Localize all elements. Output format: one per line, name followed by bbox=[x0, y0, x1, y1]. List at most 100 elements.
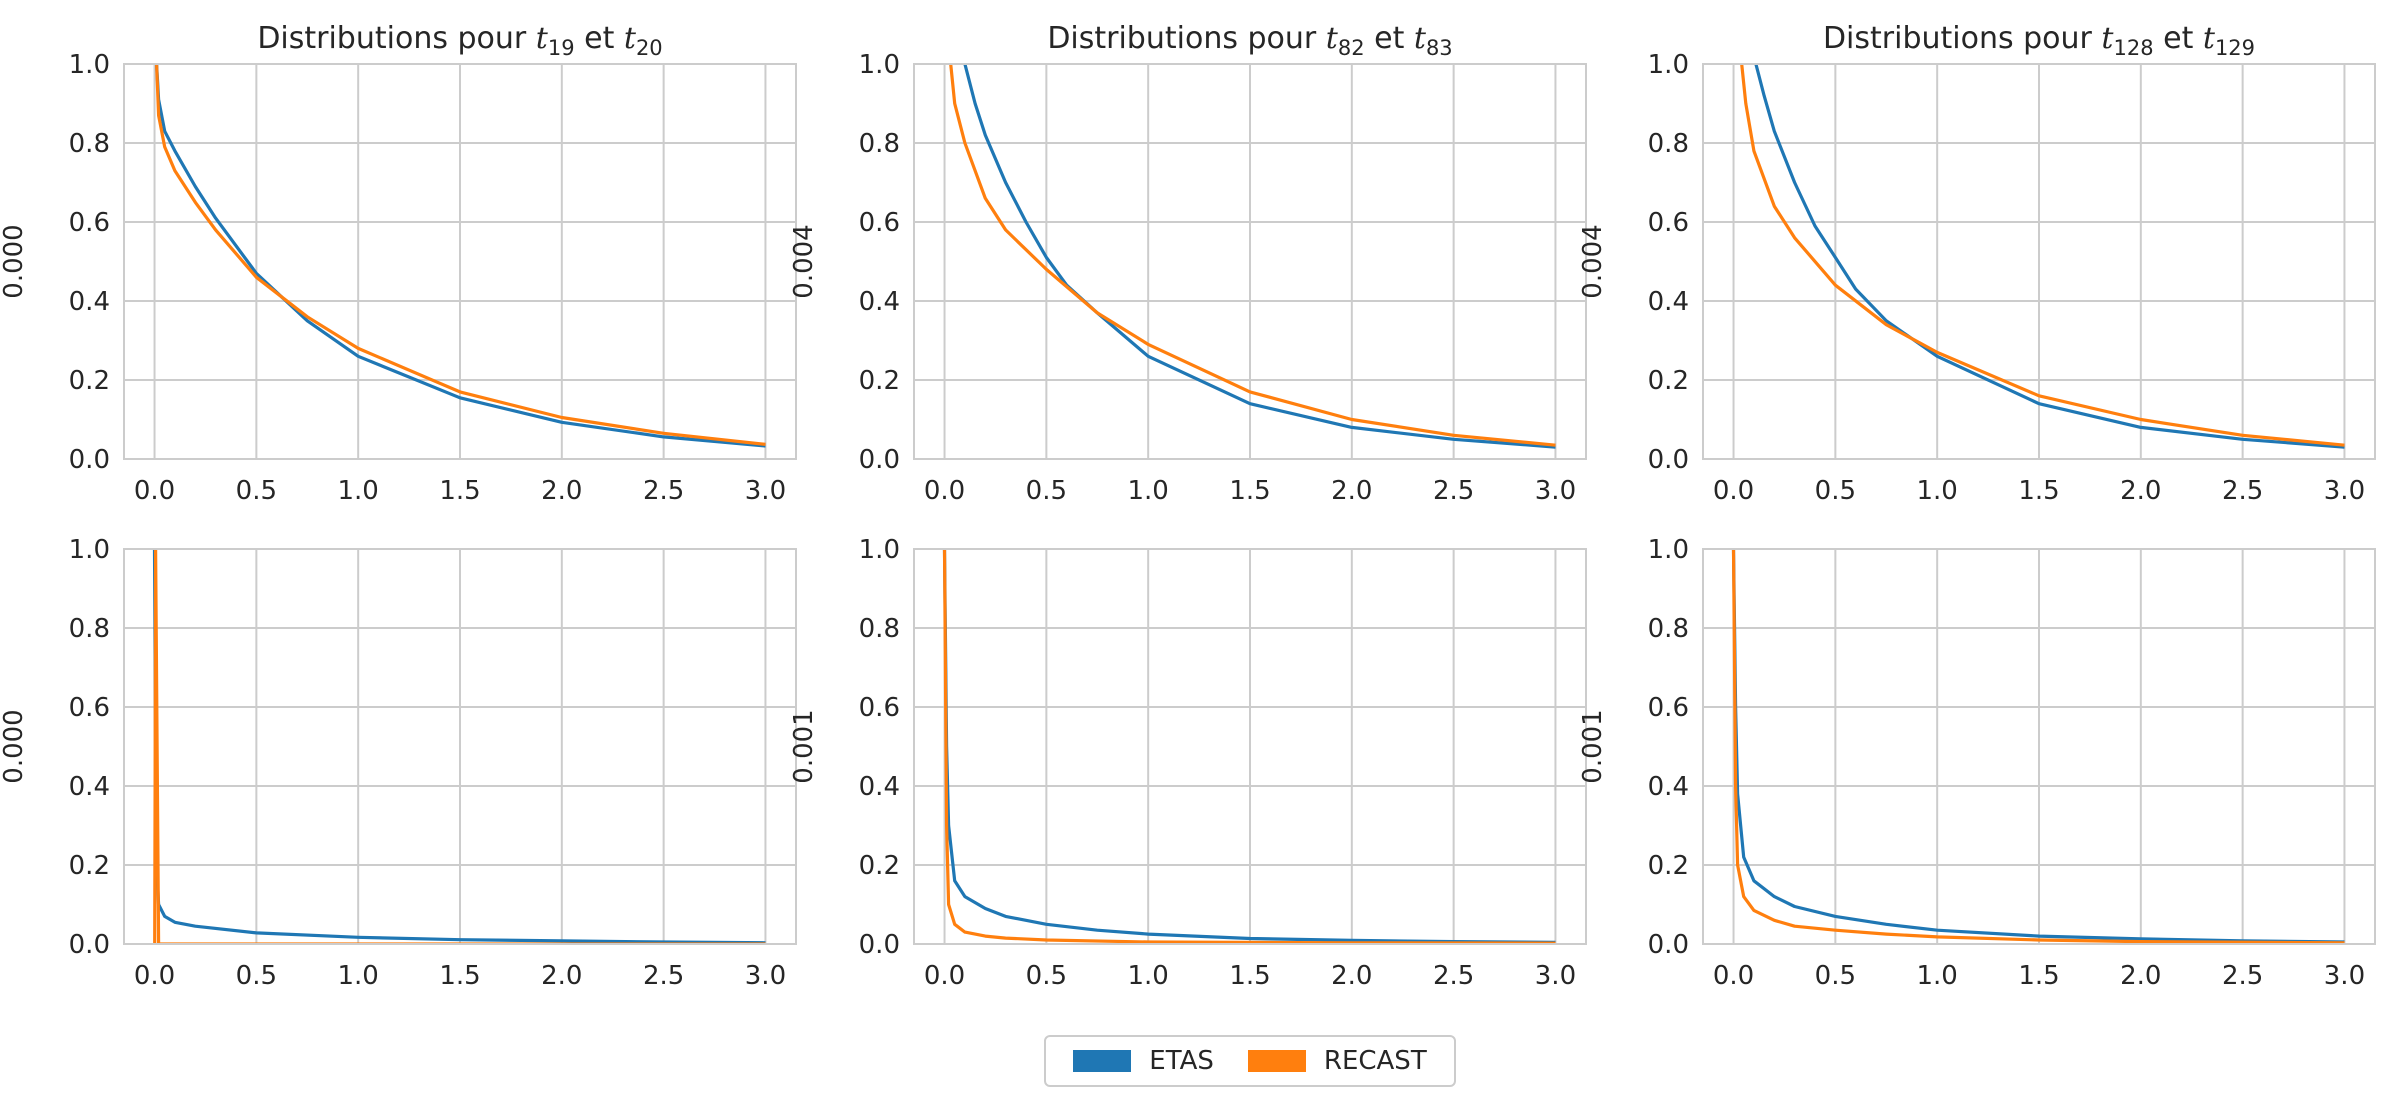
y-tick-label: 0.8 bbox=[859, 614, 900, 644]
y-tick-label: 1.0 bbox=[69, 535, 110, 565]
legend-swatch-recast bbox=[1247, 1050, 1306, 1072]
x-tick-label: 0.0 bbox=[924, 476, 965, 506]
x-tick-label: 2.5 bbox=[2222, 961, 2263, 991]
x-tick-label: 2.5 bbox=[2222, 476, 2263, 506]
x-tick-label: 0.5 bbox=[1026, 961, 1067, 991]
y-tick-label: 0.0 bbox=[1648, 930, 1689, 960]
y-tick-label: 1.0 bbox=[859, 535, 900, 565]
y-axis-label: 0.004 bbox=[789, 224, 819, 298]
x-tick-label: 3.0 bbox=[1535, 961, 1576, 991]
series-line-etas bbox=[1731, 549, 2345, 944]
subplot-2-2: 0.0 0.5 1.0 1.5 2.0 2.5 3.0 0.0 0.2 0.4 0.6 0.8 1.0 0… bbox=[789, 535, 1587, 991]
y-tick-label: 0.8 bbox=[859, 129, 900, 159]
y-tick-label: 1.0 bbox=[1648, 535, 1689, 565]
x-tick-label: 2.5 bbox=[1433, 476, 1474, 506]
axes-frame bbox=[123, 548, 797, 945]
title-variable: t bbox=[1414, 21, 1427, 56]
y-tick-label: 0.6 bbox=[1648, 208, 1689, 238]
series-line-recast bbox=[942, 549, 1556, 944]
x-tick-label: 0.0 bbox=[134, 476, 175, 506]
legend-item-etas: ETAS bbox=[1073, 1046, 1214, 1076]
y-axis-label: 0.001 bbox=[1578, 709, 1608, 783]
y-axis-label: 0.000 bbox=[0, 224, 29, 298]
title-variable: t bbox=[536, 21, 549, 56]
x-tick-label: 1.5 bbox=[439, 476, 480, 506]
y-axis-label: 0.004 bbox=[1578, 224, 1608, 298]
y-tick-label: 0.0 bbox=[69, 445, 110, 475]
title-variable: t bbox=[1326, 21, 1339, 56]
title-subscript: 20 bbox=[636, 36, 663, 60]
series-line-etas bbox=[942, 549, 1556, 944]
y-tick-label: 0.4 bbox=[859, 287, 900, 317]
x-tick-label: 1.5 bbox=[2018, 476, 2059, 506]
subplot-1-2: 0.0 0.5 1.0 1.5 2.0 2.5 3.0 0.0 0.2 0.4 0.6 0.8 1.0 0… bbox=[789, 21, 1587, 506]
y-tick-label: 0.6 bbox=[859, 693, 900, 723]
title-variable: t bbox=[624, 21, 637, 56]
y-axis-label: 0.001 bbox=[789, 709, 819, 783]
x-tick-label: 3.0 bbox=[2324, 476, 2365, 506]
y-tick-label: 1.0 bbox=[859, 50, 900, 80]
y-tick-label: 1.0 bbox=[69, 50, 110, 80]
x-tick-label: 2.5 bbox=[643, 961, 684, 991]
x-tick-label: 1.0 bbox=[1917, 476, 1958, 506]
series-line-recast bbox=[1740, 64, 2345, 447]
chart-title: Distributions pour t19 et t20 bbox=[257, 21, 662, 60]
x-tick-label: 0.5 bbox=[1026, 476, 1067, 506]
x-tick-label: 1.5 bbox=[1229, 961, 1270, 991]
x-tick-label: 3.0 bbox=[745, 476, 786, 506]
x-tick-label: 2.0 bbox=[1331, 961, 1372, 991]
legend-label-recast: RECAST bbox=[1323, 1046, 1427, 1076]
x-tick-label: 1.5 bbox=[2018, 961, 2059, 991]
title-variable: t bbox=[2203, 21, 2216, 56]
y-tick-label: 0.0 bbox=[69, 930, 110, 960]
subplot-1-3: 0.0 0.5 1.0 1.5 2.0 2.5 3.0 0.0 0.2 0.4 0.6 0.8 1.0 0… bbox=[1578, 21, 2376, 506]
y-tick-label: 0.2 bbox=[859, 851, 900, 881]
title-variable: t bbox=[2101, 21, 2114, 56]
y-tick-label: 0.4 bbox=[859, 772, 900, 802]
x-tick-label: 1.0 bbox=[338, 961, 379, 991]
series-line-etas bbox=[155, 64, 766, 448]
chart-title: Distributions pour t82 et t83 bbox=[1047, 21, 1452, 60]
y-tick-label: 0.8 bbox=[1648, 614, 1689, 644]
y-tick-label: 0.4 bbox=[69, 287, 110, 317]
legend: ETAS RECAST bbox=[1044, 1035, 1456, 1087]
title-text: Distributions pour bbox=[1823, 21, 2101, 56]
x-tick-label: 1.0 bbox=[338, 476, 379, 506]
title-subscript: 129 bbox=[2215, 36, 2255, 60]
series-line-etas bbox=[963, 64, 1556, 449]
x-tick-label: 1.0 bbox=[1917, 961, 1958, 991]
y-tick-label: 0.0 bbox=[1648, 445, 1689, 475]
x-tick-label: 0.5 bbox=[1815, 961, 1856, 991]
x-tick-label: 1.0 bbox=[1128, 476, 1169, 506]
x-tick-label: 2.0 bbox=[1331, 476, 1372, 506]
x-tick-label: 1.5 bbox=[1229, 476, 1270, 506]
legend-label-etas: ETAS bbox=[1149, 1046, 1214, 1076]
axes-frame bbox=[1702, 548, 2376, 945]
x-tick-label: 0.0 bbox=[1713, 961, 1754, 991]
title-subscript: 128 bbox=[2113, 36, 2153, 60]
y-tick-label: 0.4 bbox=[69, 772, 110, 802]
subplot-1-1: 0.0 0.5 1.0 1.5 2.0 2.5 3.0 0.0 0.2 0.4 0.6 0.8 1.0 0… bbox=[0, 21, 797, 506]
y-tick-label: 0.0 bbox=[859, 445, 900, 475]
y-tick-label: 0.2 bbox=[1648, 366, 1689, 396]
y-axis-label: 0.000 bbox=[0, 709, 29, 783]
x-tick-label: 2.0 bbox=[2120, 961, 2161, 991]
x-tick-label: 1.0 bbox=[1128, 961, 1169, 991]
axes-frame bbox=[913, 548, 1587, 945]
title-text: et bbox=[1365, 21, 1414, 56]
y-tick-label: 1.0 bbox=[1648, 50, 1689, 80]
x-tick-label: 3.0 bbox=[2324, 961, 2365, 991]
series-line-recast bbox=[153, 549, 766, 944]
y-tick-label: 0.6 bbox=[69, 208, 110, 238]
x-tick-label: 1.5 bbox=[439, 961, 480, 991]
title-subscript: 82 bbox=[1338, 36, 1365, 60]
x-tick-label: 0.0 bbox=[924, 961, 965, 991]
subplot-2-3: 0.0 0.5 1.0 1.5 2.0 2.5 3.0 0.0 0.2 0.4 0.6 0.8 1.0 0… bbox=[1578, 535, 2376, 991]
x-tick-label: 2.0 bbox=[2120, 476, 2161, 506]
chart-title: Distributions pour t128 et t129 bbox=[1823, 21, 2255, 60]
y-tick-label: 0.4 bbox=[1648, 287, 1689, 317]
x-tick-label: 2.0 bbox=[541, 961, 582, 991]
y-tick-label: 0.2 bbox=[69, 366, 110, 396]
title-text: et bbox=[2154, 21, 2203, 56]
